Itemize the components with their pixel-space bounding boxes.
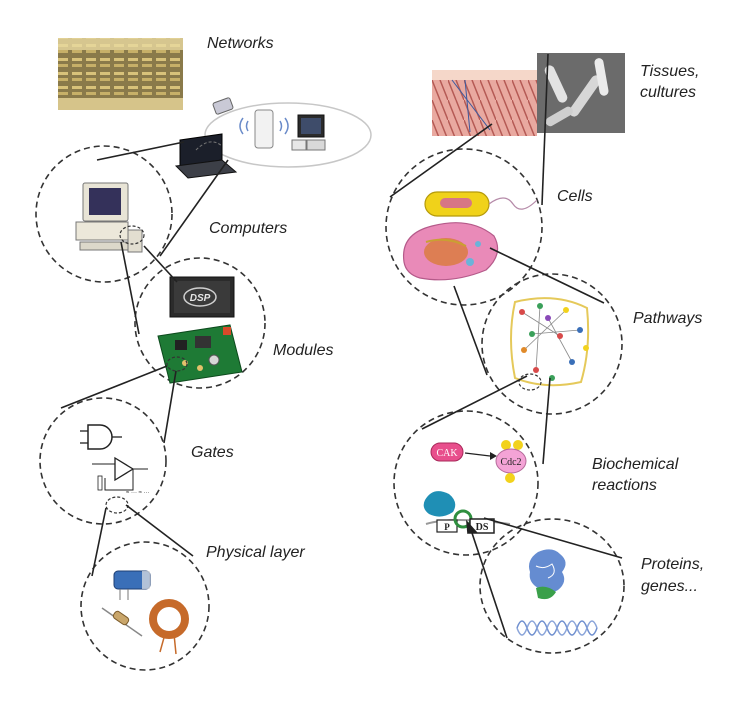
pathways-circle xyxy=(481,273,623,415)
cells-circle xyxy=(385,148,543,306)
proteins-label-line2: genes... xyxy=(641,578,698,595)
gate-detail-ellipse xyxy=(105,496,129,514)
tissue-image xyxy=(432,70,537,136)
pathway-detail-ellipse xyxy=(518,373,542,391)
tissues-label-line2: cultures xyxy=(640,84,697,101)
right-connector-lines xyxy=(389,53,623,639)
modules-circle xyxy=(134,257,266,389)
biochemical-reactions-circle xyxy=(393,410,539,556)
opamp-circuit-image: ≈ ··· ≈ ··· xyxy=(92,456,150,496)
module-detail-ellipse xyxy=(166,356,188,372)
networks-label: Networks xyxy=(207,35,274,52)
dsp-chip-label: DSP xyxy=(190,293,211,304)
p-label: P xyxy=(444,522,450,532)
logic-gate-image xyxy=(80,424,122,450)
svg-text:≈ ··· ≈ ···: ≈ ··· ≈ ··· xyxy=(126,490,150,496)
biochemical-label-line1: Biochemical xyxy=(592,456,679,473)
proteins-label-line1: Proteins, xyxy=(641,556,705,573)
left-connector-lines xyxy=(60,141,229,577)
circuit-board-image: DSP xyxy=(157,276,243,384)
cdc2-label: Cdc2 xyxy=(500,457,521,468)
proteins-genes-circle xyxy=(479,518,625,654)
tissues-label-line1: Tissues, xyxy=(640,63,700,80)
ds-label: DS xyxy=(476,522,489,533)
eukaryotic-cell-image xyxy=(402,222,499,281)
pathways-label: Pathways xyxy=(633,310,703,327)
wireless-network-image xyxy=(174,97,372,179)
biochemical-label-line2: reactions xyxy=(592,477,657,494)
pathway-network-image xyxy=(510,297,590,387)
cak-cdc2-reaction-image: CAK Cdc2 xyxy=(430,440,527,483)
cells-label: Cells xyxy=(557,188,593,205)
electronic-components-image xyxy=(101,570,189,655)
gates-circle xyxy=(39,397,167,525)
computers-circle xyxy=(35,145,173,283)
modules-label: Modules xyxy=(273,342,334,359)
protein-structure-image xyxy=(529,549,566,600)
computers-label: Computers xyxy=(209,220,288,237)
computer-detail-ellipse xyxy=(119,225,145,245)
culture-micrograph-image xyxy=(537,53,625,133)
bacterium-image xyxy=(424,191,538,217)
cak-label: CAK xyxy=(436,448,458,459)
dna-helix-image xyxy=(516,620,598,636)
physical-layer-label: Physical layer xyxy=(206,544,305,561)
server-racks-image xyxy=(58,38,183,110)
computer-image xyxy=(75,182,143,253)
gates-label: Gates xyxy=(191,444,234,461)
physical-layer-circle xyxy=(80,541,210,671)
